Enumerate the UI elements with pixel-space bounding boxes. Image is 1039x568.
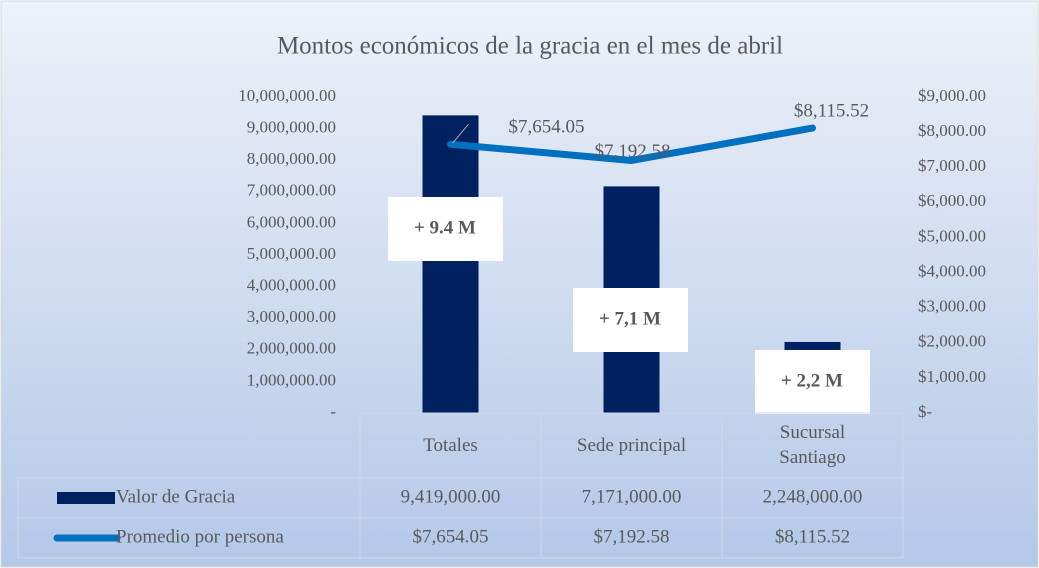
table-cell: $7,192.58 xyxy=(594,526,670,547)
y-tick-label: 5,000,000.00 xyxy=(247,244,336,263)
x-tick-label: Totales xyxy=(423,434,478,456)
y2-tick-label: $7,000.00 xyxy=(918,156,986,175)
legend-label: Promedio por persona xyxy=(116,526,284,547)
bar xyxy=(422,115,479,414)
table-cell: 2,248,000.00 xyxy=(763,486,863,507)
table-cell: 9,419,000.00 xyxy=(401,486,501,507)
y-tick-label: 8,000,000.00 xyxy=(247,149,336,168)
annotation: + 2,2 M xyxy=(781,370,843,391)
line-data-label: $7,192.58 xyxy=(595,141,671,162)
y2-tick-label: $2,000.00 xyxy=(918,332,986,351)
line-data-label: $7,654.05 xyxy=(509,117,585,138)
y2-tick-label: $1,000.00 xyxy=(918,367,986,386)
y-tick-label: - xyxy=(330,402,336,421)
y2-tick-label: $9,000.00 xyxy=(918,86,986,105)
legend-label: Valor de Gracia xyxy=(116,486,236,507)
table-cell: $8,115.52 xyxy=(775,526,850,547)
y-tick-label: 4,000,000.00 xyxy=(247,276,336,295)
leader-line xyxy=(452,123,469,144)
x-tick-label: Sucursal Santiago xyxy=(779,422,846,468)
annotation: + 7,1 M xyxy=(599,308,661,329)
annotation-box xyxy=(388,197,503,261)
x-tick-label: Sede principal xyxy=(576,434,687,456)
y2-tick-label: $- xyxy=(918,402,933,421)
y-tick-label: 6,000,000.00 xyxy=(247,212,336,231)
table-cell: 7,171,000.00 xyxy=(582,486,682,507)
y-tick-label: 7,000,000.00 xyxy=(247,181,336,200)
chart-title: Montos económicos de la gracia en el mes… xyxy=(277,33,783,60)
y-tick-label: 2,000,000.00 xyxy=(247,339,336,358)
y2-tick-label: $4,000.00 xyxy=(918,261,986,280)
y2-tick-label: $6,000.00 xyxy=(918,191,986,210)
table-cell: $7,654.05 xyxy=(413,526,489,547)
annotation-box xyxy=(573,288,688,352)
y2-tick-label: $3,000.00 xyxy=(918,297,986,316)
line-series xyxy=(447,124,816,164)
annotation: + 9.4 M xyxy=(414,217,476,238)
y-tick-label: 9,000,000.00 xyxy=(247,118,336,137)
line-data-label: $8,115.52 xyxy=(794,100,869,121)
y2-tick-label: $5,000.00 xyxy=(918,226,986,245)
y2-tick-label: $8,000.00 xyxy=(918,121,986,140)
legend-key xyxy=(57,492,115,504)
annotation-box xyxy=(755,350,870,414)
y-tick-label: 3,000,000.00 xyxy=(247,307,336,326)
y-tick-label: 1,000,000.00 xyxy=(247,370,336,389)
y-tick-label: 10,000,000.00 xyxy=(238,86,336,105)
